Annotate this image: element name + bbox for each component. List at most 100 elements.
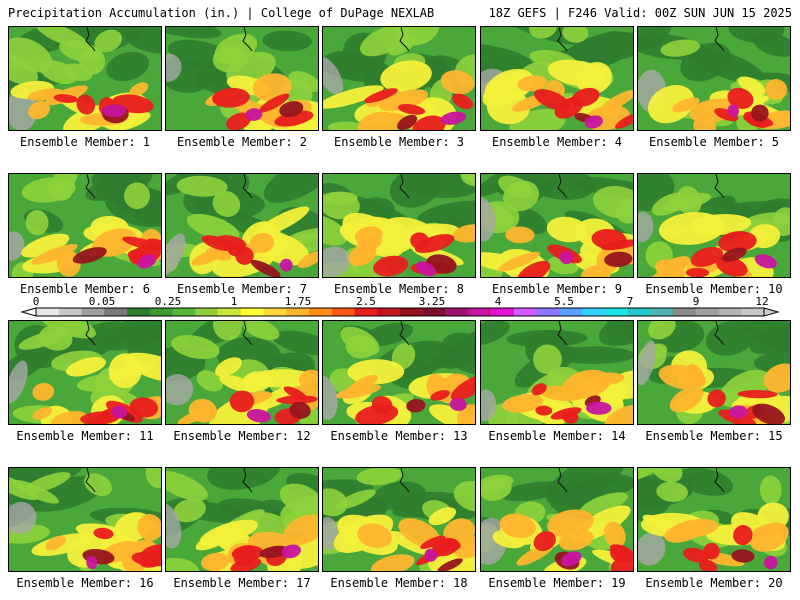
precipitation-map [9, 27, 161, 130]
precipitation-map [638, 27, 790, 130]
ensemble-member-label: Ensemble Member: 7 [176, 282, 308, 296]
ensemble-map-panel [8, 320, 162, 425]
ensemble-map-panel [322, 173, 476, 278]
colorbar-max-arrow [763, 307, 780, 317]
precipitation-map [166, 468, 318, 571]
colorbar-swatch [741, 308, 765, 316]
colorbar-swatch [331, 308, 355, 316]
ensemble-member-label: Ensemble Member: 2 [176, 135, 308, 149]
colorbar-swatch [377, 308, 401, 316]
colorbar-swatch [582, 308, 606, 316]
ensemble-member-label: Ensemble Member: 17 [173, 576, 311, 590]
ensemble-map-panel [322, 26, 476, 131]
ensemble-map-panel [637, 173, 791, 278]
ensemble-map-panel [480, 26, 634, 131]
ensemble-map-panel [8, 467, 162, 572]
colorbar-swatch [149, 308, 173, 316]
ensemble-member-label: Ensemble Member: 1 [19, 135, 151, 149]
ensemble-member-label: Ensemble Member: 4 [491, 135, 623, 149]
precipitation-map [638, 174, 790, 277]
precipitation-map [481, 321, 633, 424]
ensemble-member-label: Ensemble Member: 5 [648, 135, 780, 149]
ensemble-map-panel [637, 26, 791, 131]
colorbar-swatch [695, 308, 719, 316]
colorbar-tick-label: 12 [755, 295, 768, 308]
colorbar-swatch [650, 308, 674, 316]
colorbar-swatch [309, 308, 333, 316]
ensemble-member-label: Ensemble Member: 12 [173, 429, 311, 443]
colorbar-swatch [240, 308, 264, 316]
colorbar-swatch [36, 308, 60, 316]
colorbar-swatch [195, 308, 219, 316]
colorbar-tick-label: 7 [627, 295, 634, 308]
ensemble-map-panel [637, 320, 791, 425]
precipitation-map [9, 468, 161, 571]
colorbar-tick-label: 2.5 [356, 295, 376, 308]
ensemble-member-label: Ensemble Member: 16 [16, 576, 154, 590]
ensemble-map-panel [480, 173, 634, 278]
colorbar-swatch [286, 308, 310, 316]
colorbar-tick-label: 9 [693, 295, 700, 308]
colorbar-tick-label: 1.75 [285, 295, 312, 308]
precipitation-map [323, 27, 475, 130]
ensemble-map-panel [322, 320, 476, 425]
precipitation-map [9, 174, 161, 277]
ensemble-map-panel [8, 26, 162, 131]
ensemble-member-label: Ensemble Member: 18 [330, 576, 468, 590]
ensemble-member-label: Ensemble Member: 14 [488, 429, 626, 443]
colorbar-swatch [58, 308, 82, 316]
precipitation-map [323, 321, 475, 424]
ensemble-map-panel [637, 467, 791, 572]
colorbar-swatch [627, 308, 651, 316]
precipitation-colorbar: 0 0.05 0.25 1 1.75 2.5 3.25 4 5.5 7 9 12 [20, 295, 780, 317]
colorbar-swatch [172, 308, 196, 316]
colorbar-swatch [445, 308, 469, 316]
precipitation-map [481, 27, 633, 130]
ensemble-map-panel [8, 173, 162, 278]
colorbar-swatch [673, 308, 697, 316]
ensemble-member-label: Ensemble Member: 8 [333, 282, 465, 296]
precipitation-map [166, 27, 318, 130]
colorbar-swatch [81, 308, 105, 316]
colorbar-swatch [513, 308, 537, 316]
ensemble-member-label: Ensemble Member: 19 [488, 576, 626, 590]
colorbar-tick-label: 0.25 [155, 295, 182, 308]
precipitation-map [638, 468, 790, 571]
ensemble-map-panel [480, 467, 634, 572]
colorbar-swatch [354, 308, 378, 316]
colorbar-swatch [718, 308, 742, 316]
colorbar-swatch [468, 308, 492, 316]
valid-time-label: 18Z GEFS | F246 Valid: 00Z SUN JUN 15 20… [488, 6, 792, 20]
ensemble-member-label: Ensemble Member: 3 [333, 135, 465, 149]
ensemble-member-label: Ensemble Member: 9 [491, 282, 623, 296]
colorbar-swatch [104, 308, 128, 316]
colorbar-swatch [218, 308, 242, 316]
ensemble-member-label: Ensemble Member: 13 [330, 429, 468, 443]
ensemble-member-label: Ensemble Member: 20 [645, 576, 783, 590]
ensemble-map-panel [480, 320, 634, 425]
ensemble-map-panel [165, 173, 319, 278]
precipitation-map [481, 174, 633, 277]
precipitation-map [166, 321, 318, 424]
colorbar-swatch [536, 308, 560, 316]
precipitation-map [323, 468, 475, 571]
ensemble-map-panel [165, 26, 319, 131]
ensemble-member-label: Ensemble Member: 15 [645, 429, 783, 443]
precipitation-map [638, 321, 790, 424]
ensemble-member-label: Ensemble Member: 11 [16, 429, 154, 443]
colorbar-tick-label: 0.05 [89, 295, 116, 308]
colorbar-tick-label: 5.5 [554, 295, 574, 308]
colorbar-tick-label: 0 [33, 295, 40, 308]
precipitation-map [481, 468, 633, 571]
ensemble-map-panel [322, 467, 476, 572]
ensemble-member-label: Ensemble Member: 10 [645, 282, 783, 296]
colorbar-swatch [263, 308, 287, 316]
colorbar-tick-label: 4 [495, 295, 502, 308]
colorbar-swatch [400, 308, 424, 316]
colorbar-min-arrow [20, 307, 37, 317]
colorbar-swatch [559, 308, 583, 316]
colorbar-swatch [491, 308, 515, 316]
colorbar-swatch [604, 308, 628, 316]
colorbar-swatch [422, 308, 446, 316]
colorbar-tick-label: 1 [231, 295, 238, 308]
